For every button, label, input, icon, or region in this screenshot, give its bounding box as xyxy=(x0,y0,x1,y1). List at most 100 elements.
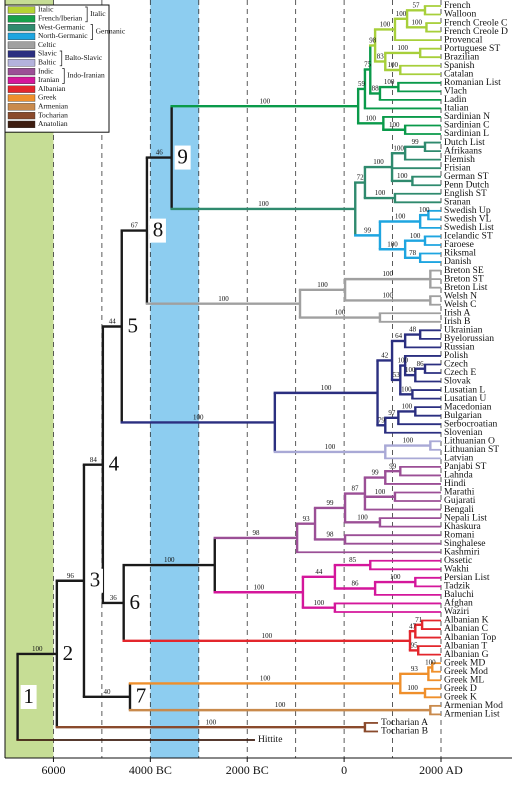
leaf-label: Welsh C xyxy=(444,299,477,310)
leaf-label: Greek ML xyxy=(444,674,484,685)
support-value: 100 xyxy=(388,61,399,69)
support-value: 42 xyxy=(381,352,389,360)
support-value: 98 xyxy=(327,531,335,539)
support-value: 86 xyxy=(352,580,360,588)
leaf-label: Lithuanian O xyxy=(444,435,495,446)
legend-label: Albanian xyxy=(38,84,66,93)
support-value: 46 xyxy=(156,149,164,157)
legend-label: Italic xyxy=(38,5,54,14)
support-value: 100 xyxy=(260,97,271,105)
leaf-label: Portuguese ST xyxy=(444,43,500,54)
legend-swatch xyxy=(7,24,36,32)
leaf-label: Armenian List xyxy=(444,709,500,720)
support-value: 100 xyxy=(403,437,414,445)
leaf-label: Waziri xyxy=(444,606,470,617)
leaf-label: Breton List xyxy=(444,282,488,293)
support-value: 100 xyxy=(262,632,273,640)
leaf-label: Albanian G xyxy=(444,649,489,660)
node-label-box xyxy=(126,590,143,615)
leaf-label: Albanian T xyxy=(444,640,487,651)
legend-group-label: Italic xyxy=(90,9,106,18)
leaf-label: French Creole C xyxy=(444,17,507,28)
legend-swatch xyxy=(7,76,36,85)
support-value: 100 xyxy=(254,583,265,591)
support-value: 100 xyxy=(380,21,391,29)
legend-swatch xyxy=(7,94,36,102)
support-value: 100 xyxy=(389,121,400,129)
node-label-box xyxy=(149,218,166,243)
support-value: 59 xyxy=(358,80,366,88)
leaf-label: Baluchi xyxy=(444,589,474,600)
node-label: 2 xyxy=(63,641,74,665)
leaf-label: Icelandic ST xyxy=(444,231,493,242)
support-value: 75 xyxy=(364,61,372,69)
support-value: 100 xyxy=(390,573,401,581)
support-value: 100 xyxy=(335,309,346,317)
support-value: 100 xyxy=(401,385,412,393)
node-label: 9 xyxy=(177,144,188,168)
leaf-label: Greek MD xyxy=(444,657,485,668)
node-label: 5 xyxy=(128,313,139,337)
x-tick-label: 6000 xyxy=(41,763,65,777)
support-value: 40 xyxy=(103,688,111,696)
leaf-label: Walloon xyxy=(444,9,476,20)
leaf-label: Ossetic xyxy=(444,555,472,566)
support-value: 100 xyxy=(395,213,406,221)
node-label: 4 xyxy=(109,452,120,476)
support-value: 36 xyxy=(110,594,118,602)
support-value: 100 xyxy=(397,44,408,52)
support-value: 99 xyxy=(412,138,420,146)
support-value: 100 xyxy=(384,78,395,86)
support-value: 100 xyxy=(402,403,413,411)
support-value: 100 xyxy=(193,414,204,422)
support-value: 100 xyxy=(396,10,407,18)
legend-swatch xyxy=(7,85,36,93)
legend-label: North-Germanic xyxy=(38,31,88,40)
leaf-label: Brazilian xyxy=(444,51,479,62)
support-value: 47 xyxy=(409,622,417,630)
support-value: 100 xyxy=(412,18,423,26)
leaf-label: English ST xyxy=(444,188,487,199)
legend-group-label: Germanic xyxy=(96,27,126,36)
leaf-label: Afrikaans xyxy=(444,145,482,156)
support-value: 100 xyxy=(314,599,325,607)
leaf-label: Italian xyxy=(444,103,469,114)
support-value: 99 xyxy=(327,499,335,507)
support-value: 100 xyxy=(260,675,271,683)
leaf-label: Romani xyxy=(444,529,475,540)
leaf-label: Flemish xyxy=(444,154,475,165)
node-labels: 9 8 5 6 4 7 3 2 1 xyxy=(20,144,191,709)
x-tick-label: 0 xyxy=(341,763,347,777)
x-tick-label: 2000 AD xyxy=(419,763,463,777)
leaf-label: Serbocroatian xyxy=(444,418,497,429)
support-value: 87 xyxy=(352,485,360,493)
leaf-label: Albanian K xyxy=(444,615,489,626)
legend-swatch xyxy=(7,15,36,23)
leaf-label: Hittite xyxy=(258,734,283,745)
leaf-label: Greek K xyxy=(444,692,477,703)
legend-swatch xyxy=(7,103,36,111)
support-value: 100 xyxy=(382,292,393,300)
support-value: 100 xyxy=(366,114,377,122)
x-tick-label: 2000 BC xyxy=(226,763,269,777)
leaf-label: Sardinian N xyxy=(444,111,490,122)
leaf-label: Greek Mod xyxy=(444,666,488,677)
support-value: 100 xyxy=(218,295,229,303)
support-value: 44 xyxy=(109,318,117,326)
leaf-label: Czech E xyxy=(444,367,476,378)
leaf-label: Khaskura xyxy=(444,521,482,532)
support-value: 99 xyxy=(389,462,397,470)
support-value: 100 xyxy=(373,158,384,166)
leaf-label: Persian List xyxy=(444,572,490,583)
support-value: 97 xyxy=(388,409,396,417)
support-value: 100 xyxy=(393,144,404,152)
node-label: 8 xyxy=(153,217,164,241)
leaf-label: Irish A xyxy=(444,307,470,318)
leaf-label: Irish B xyxy=(444,316,470,327)
leaf-label: Bulgarian xyxy=(444,410,482,421)
leaf-label: Macedonian xyxy=(444,401,492,412)
support-value: 79 xyxy=(378,416,386,424)
legend-swatch xyxy=(7,50,36,58)
node-label: 1 xyxy=(23,684,34,708)
